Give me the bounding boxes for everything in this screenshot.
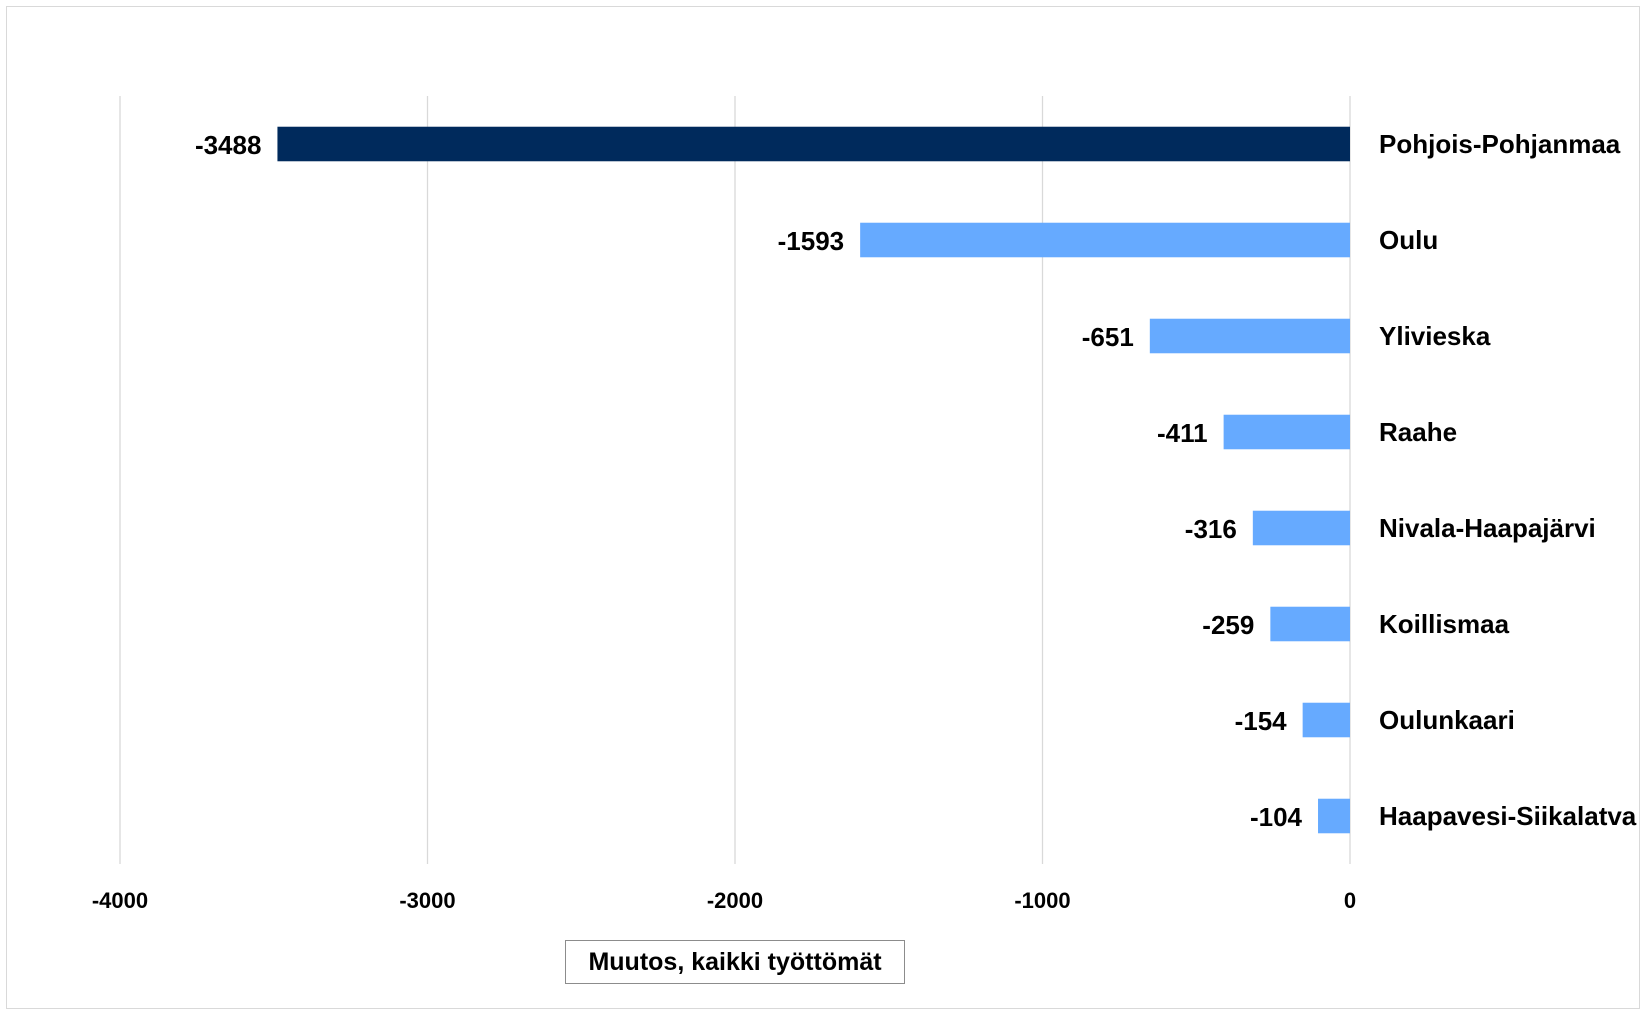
bar-ylivieska <box>1149 318 1350 354</box>
bar-raahe <box>1223 414 1350 450</box>
x-tick-label: -3000 <box>399 888 455 913</box>
category-label: Pohjois-Pohjanmaa <box>1379 129 1621 159</box>
chart-frame <box>6 6 1640 1009</box>
data-labels: -3488 -1593 -651 -411 -316 -259 -154 -104 <box>195 130 1303 832</box>
category-label: Haapavesi-Siikalatva <box>1379 801 1637 831</box>
data-label: -1593 <box>778 226 845 256</box>
data-label: -3488 <box>195 130 262 160</box>
data-label: -411 <box>1157 418 1208 448</box>
bar-oulu <box>860 222 1350 258</box>
category-label: Nivala-Haapajärvi <box>1379 513 1596 543</box>
bar-nivala-haapaj-rvi <box>1252 510 1350 546</box>
category-label: Koillismaa <box>1379 609 1510 639</box>
x-axis-title: Muutos, kaikki työttömät <box>565 940 905 984</box>
x-tick-label: -1000 <box>1014 888 1070 913</box>
category-label: Ylivieska <box>1379 321 1491 351</box>
gridlines <box>119 96 1351 864</box>
x-tick-label: -4000 <box>92 888 148 913</box>
data-label: -316 <box>1185 514 1237 544</box>
bar-haapavesi-siikalatva <box>1318 798 1350 834</box>
data-label: -104 <box>1250 802 1303 832</box>
category-label: Oulunkaari <box>1379 705 1515 735</box>
data-label: -651 <box>1082 322 1134 352</box>
bar-oulunkaari <box>1302 702 1350 738</box>
category-label: Raahe <box>1379 417 1457 447</box>
category-label: Oulu <box>1379 225 1438 255</box>
category-labels: Pohjois-Pohjanmaa Oulu Ylivieska Raahe Nival… <box>1379 129 1637 831</box>
x-tick-labels: -4000 -3000 -2000 -1000 0 <box>92 888 1356 913</box>
bar-pohjois-pohjanmaa <box>277 126 1351 162</box>
bars <box>277 126 1351 834</box>
bar-koillismaa <box>1270 606 1350 642</box>
x-tick-label: 0 <box>1344 888 1356 913</box>
data-label: -259 <box>1202 610 1254 640</box>
data-label: -154 <box>1235 706 1288 736</box>
x-tick-label: -2000 <box>707 888 763 913</box>
